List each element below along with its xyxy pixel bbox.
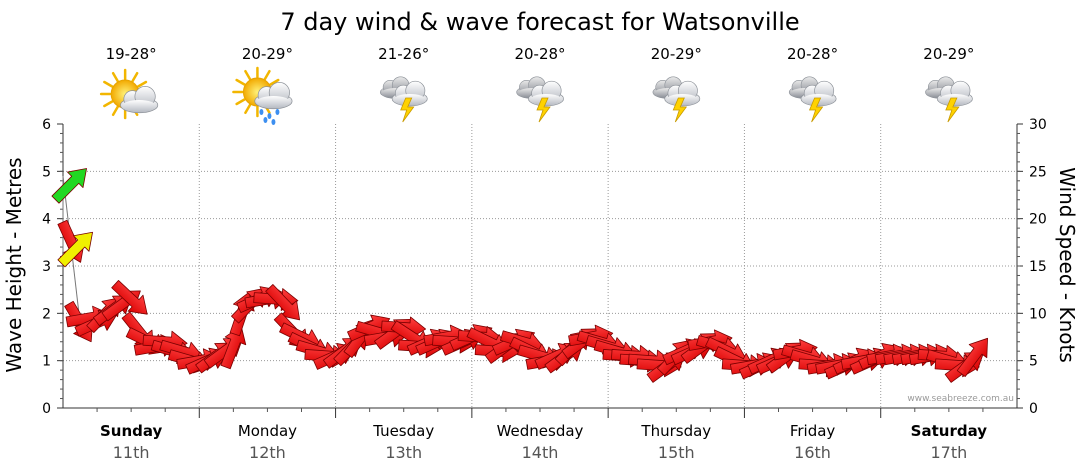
wind-peak-arrow: [51, 168, 87, 204]
wave-height-arrow: [57, 231, 93, 268]
cloud-shape: [528, 80, 564, 107]
day-name-label: Thursday: [640, 422, 711, 440]
y2-tick-label: 20: [1029, 212, 1047, 228]
wind-arrow: [111, 280, 148, 315]
day-name-label: Wednesday: [497, 422, 584, 440]
day-name-label: Tuesday: [372, 422, 434, 440]
thunderstorm-icon: [516, 76, 564, 123]
lightning-bolt: [808, 97, 824, 123]
day-temp-label: 20-28°: [787, 45, 838, 63]
day-temp-label: 20-29°: [242, 45, 293, 63]
sun-ray: [269, 78, 280, 86]
sun-ray: [103, 80, 114, 88]
thunderstorm-icon: [380, 76, 428, 123]
lightning-bolt: [536, 97, 551, 123]
watermark: www.seabreeze.com.au: [907, 394, 1014, 404]
sun-ray: [111, 105, 119, 117]
partly-cloudy-sun-icon: [99, 68, 159, 120]
sun-ray: [263, 69, 271, 81]
wind-arrow: [265, 284, 301, 321]
arrow-shape: [956, 337, 988, 377]
y-tick-label: 3: [42, 259, 51, 275]
y-tick-label: 0: [42, 401, 51, 417]
sun-ray: [111, 71, 119, 83]
rain-drop: [259, 109, 264, 115]
y-tick-label: 2: [42, 306, 51, 322]
y2-tick-label: 30: [1029, 117, 1047, 133]
thunderstorm-icon: [652, 76, 701, 123]
cloud-fill: [122, 100, 157, 112]
day-name-label: Saturday: [911, 422, 988, 440]
y2-tick-label: 15: [1029, 259, 1047, 275]
cloud-shape: [800, 80, 837, 107]
y-tick-label: 5: [42, 164, 51, 180]
arrow-shape: [220, 325, 247, 370]
cloud-shape: [120, 86, 159, 114]
day-date-label: 13th: [385, 443, 422, 462]
lightning-bolt: [400, 97, 415, 123]
sun-ray: [136, 80, 148, 88]
y-axis-label: Wave Height - Metres: [2, 157, 26, 372]
lightning-bolt: [672, 97, 688, 123]
arrow-shape: [57, 231, 93, 268]
rain-drop: [271, 119, 276, 125]
cloud-shape: [254, 82, 293, 110]
arrow-shape: [111, 280, 148, 315]
chart-title: 7 day wind & wave forecast for Watsonvil…: [280, 8, 799, 36]
wind-arrow: [220, 325, 247, 370]
sun-ray: [131, 71, 139, 83]
y2-tick-label: 25: [1029, 164, 1047, 180]
thunderstorm-icon: [925, 76, 973, 123]
day-date-label: 12th: [249, 443, 286, 462]
arrow-shape: [51, 168, 87, 204]
y-tick-label: 6: [42, 117, 51, 133]
y2-tick-label: 0: [1029, 401, 1038, 417]
rain-drop: [263, 117, 268, 123]
sun-ray: [235, 78, 246, 86]
sun-ray: [103, 100, 114, 108]
day-temp-label: 19-28°: [106, 45, 157, 63]
cloud-fill: [256, 96, 291, 108]
sun-ray: [244, 103, 252, 115]
y2-axis-label: Wind Speed - Knots: [1055, 167, 1079, 363]
day-date-label: 11th: [113, 443, 150, 462]
wind-arrow: [956, 337, 988, 377]
day-date-label: 16th: [794, 443, 831, 462]
y-tick-label: 1: [42, 354, 51, 370]
day-name-label: Monday: [238, 422, 297, 440]
arrow-shape: [265, 284, 301, 321]
day-temp-label: 20-28°: [514, 45, 565, 63]
y2-tick-label: 10: [1029, 306, 1047, 322]
day-date-label: 15th: [658, 443, 695, 462]
y-tick-label: 4: [42, 212, 51, 228]
day-name-label: Friday: [790, 422, 836, 440]
day-temp-label: 21-26°: [378, 45, 429, 63]
day-date-label: 14th: [522, 443, 559, 462]
day-date-label: 17th: [930, 443, 967, 462]
sun-cloud-rain-icon: [232, 66, 293, 125]
y2-tick-label: 5: [1029, 354, 1038, 370]
day-temp-label: 20-29°: [651, 45, 702, 63]
rain-drop: [267, 113, 272, 119]
rain-drop: [275, 109, 280, 115]
day-temp-label: 20-29°: [923, 45, 974, 63]
lightning-bolt: [945, 97, 960, 123]
sun-ray: [244, 69, 252, 81]
sun-ray: [235, 98, 246, 106]
thunderstorm-icon: [788, 76, 837, 123]
day-name-label: Sunday: [100, 422, 163, 440]
